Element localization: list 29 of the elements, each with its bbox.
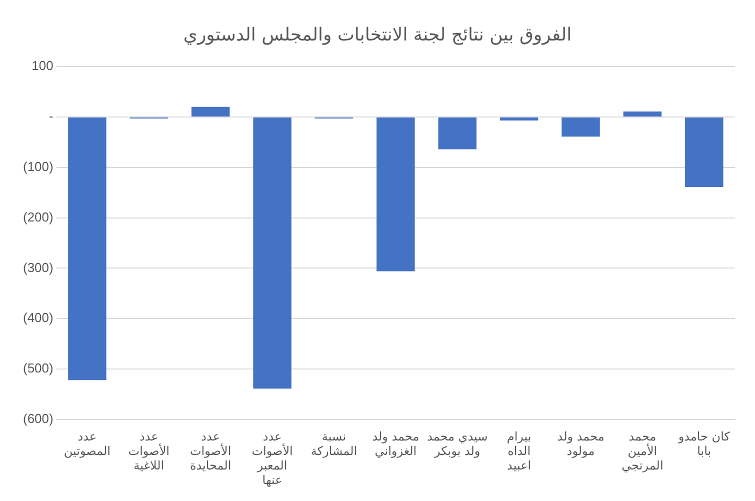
x-tick-label: عدد الأصوات اللاغية: [128, 430, 170, 473]
y-tick-label: (600): [22, 410, 54, 426]
y-tick-label: (100): [22, 158, 54, 174]
y-tick-label: -: [49, 108, 54, 124]
bar: [191, 106, 230, 116]
bar: [500, 118, 538, 121]
y-tick-label: (300): [22, 260, 54, 275]
y-tick-label: (400): [22, 310, 54, 326]
bar: [253, 118, 292, 389]
bar: [376, 118, 415, 272]
bar: [562, 118, 600, 137]
y-tick-label: 100: [32, 58, 54, 74]
x-tick-label: كان حامدو بابا: [677, 430, 730, 458]
bar: [685, 118, 724, 188]
x-tick-label: سيدي محمد ولد بوبكر: [427, 430, 488, 458]
y-tick-label: (500): [22, 360, 54, 376]
x-tick-label: عدد الأصوات المحايدة: [190, 430, 232, 473]
x-tick-label: بيرام الداه اعبيد: [506, 430, 532, 473]
bar: [68, 118, 106, 380]
x-tick-label: محمد الأمين المرتجي: [622, 430, 664, 473]
x-tick-label: عدد الأصوات المعبر عنها: [252, 430, 293, 487]
x-tick-label: عدد المصوتين: [64, 430, 111, 458]
x-tick-label: نسبة المشاركة: [310, 430, 358, 458]
bar: [438, 118, 476, 150]
bar: [623, 111, 662, 116]
x-tick-label: محمد ولد الغزواني: [372, 430, 420, 458]
y-tick-label: (200): [22, 209, 54, 224]
chart-title: الفروق بين نتائج لجنة الانتخابات والمجلس الدستوري: [183, 24, 572, 46]
x-tick-label: محمد ولد مولود: [557, 430, 604, 458]
